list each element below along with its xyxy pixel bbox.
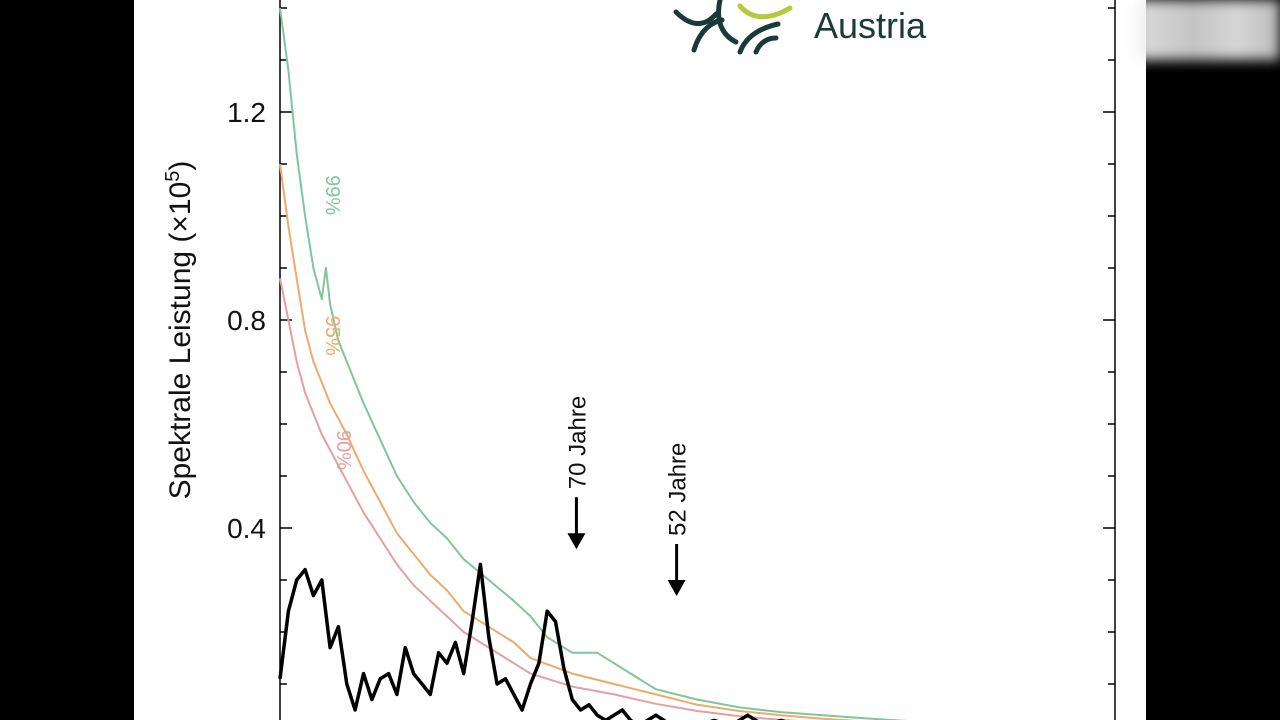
series-label-99: 99%: [321, 175, 343, 215]
logo-mark-icon: [673, 0, 793, 55]
chart-panel: [134, 0, 1146, 720]
significance-line-90: [279, 278, 799, 720]
series-label-95: 95%: [321, 316, 343, 356]
significance-line-95: [279, 163, 859, 720]
series-labels: 99% 95% 90%: [321, 175, 354, 470]
peak-annotations: 70 Jahre 52 Jahre: [564, 396, 692, 596]
axes-frame: [279, 0, 1116, 720]
y-axis-title: Spektrale Leistung (×105): [162, 161, 197, 500]
spectrum-line: [278, 562, 786, 720]
axis-ticks: [280, 7, 1115, 685]
brand-name: Austria: [814, 5, 927, 46]
annotation-arrow-head: [667, 580, 686, 596]
y-tick-label: 1.2: [227, 97, 266, 128]
annotation-label: 70 Jahre: [564, 396, 591, 489]
logo: Austria: [673, 0, 927, 55]
y-tick-labels: 0.4 0.8 1.2: [227, 97, 266, 544]
y-axis-title-end: ): [164, 161, 197, 171]
series-label-90: 90%: [332, 430, 354, 470]
y-axis-title-base: Spektrale Leistung (×10: [164, 182, 197, 500]
y-tick-label: 0.4: [227, 513, 266, 544]
y-tick-label: 0.8: [227, 305, 266, 336]
blurred-background-image: [1136, 0, 1280, 60]
series-lines: [278, 7, 908, 720]
significance-line-99: [279, 7, 908, 720]
y-axis-title-exponent: 5: [162, 171, 184, 182]
annotation-label: 52 Jahre: [665, 443, 692, 536]
annotation-arrow-head: [567, 533, 586, 550]
